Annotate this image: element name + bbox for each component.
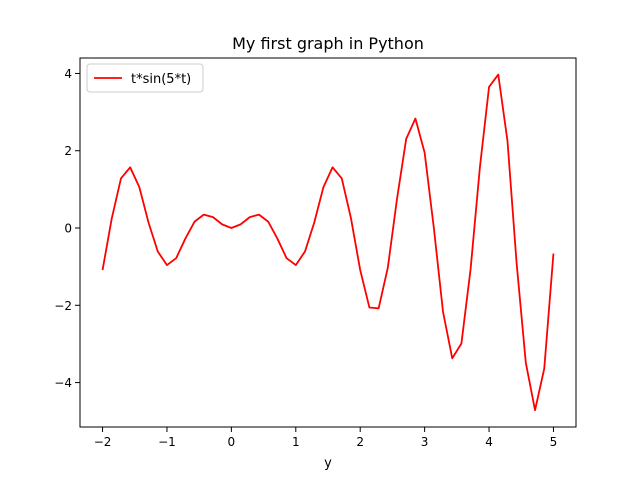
legend-label: t*sin(5*t) [131, 72, 191, 87]
x-tick-label: −2 [94, 435, 112, 449]
x-tick-label: 5 [550, 435, 558, 449]
y-tick-label: −4 [54, 376, 72, 390]
legend-box [86, 63, 204, 93]
y-tick-label: −2 [54, 299, 72, 313]
x-tick-label: 0 [228, 435, 236, 449]
axes-frame [79, 57, 577, 428]
y-tick-label: 4 [64, 67, 72, 81]
y-tick-label: 0 [64, 222, 72, 236]
chart-title: My first graph in Python [232, 34, 424, 53]
x-tick-label: 2 [356, 435, 364, 449]
x-tick-label: 4 [485, 435, 493, 449]
x-tick-label: 1 [292, 435, 300, 449]
legend: t*sin(5*t) [86, 63, 204, 93]
y-tick-label: 2 [64, 144, 72, 158]
x-tick-label: −1 [158, 435, 176, 449]
x-tick-label: 3 [421, 435, 429, 449]
plot-area: −2 −1 0 1 2 3 4 5 −4 −2 0 2 4 [54, 57, 577, 449]
series-line-0 [101, 73, 555, 412]
x-axis-label: y [324, 456, 332, 471]
